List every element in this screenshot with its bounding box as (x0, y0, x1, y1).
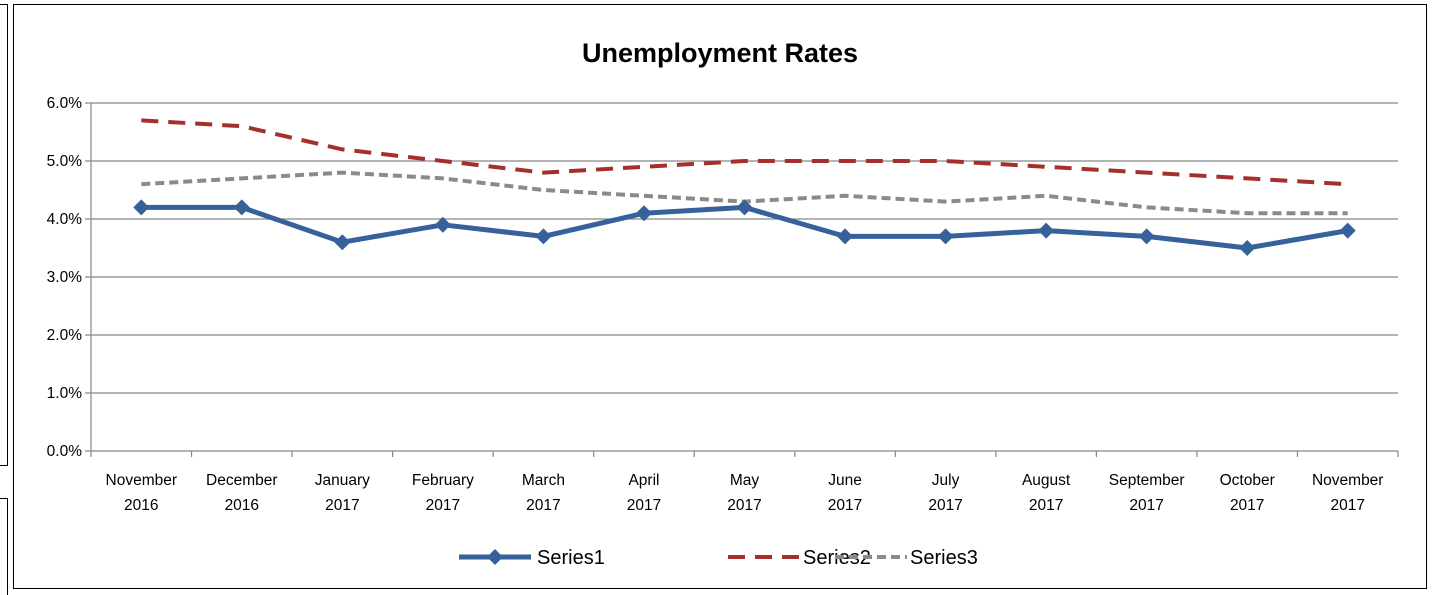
x-tick-label-year: 2017 (928, 497, 962, 514)
data-point-marker (233, 199, 250, 216)
x-tick-label-month: November (1312, 472, 1384, 489)
y-tick-label: 3.0% (47, 269, 83, 286)
chart-title: Unemployment Rates (582, 38, 858, 68)
y-tick-labels: 0.0% 1.0% 2.0% 3.0% 4.0% 5.0% 6.0% (47, 95, 83, 460)
legend-label-series1: Series1 (537, 547, 605, 569)
axes (85, 102, 1399, 457)
x-tick-label-year: 2017 (828, 497, 862, 514)
chart-frame (13, 4, 1427, 589)
x-tick-label-year: 2017 (1029, 497, 1063, 514)
legend-marker (487, 549, 503, 565)
legend-label-series3: Series3 (910, 547, 978, 569)
series-line-series2 (141, 118, 1348, 187)
x-tick-label-year: 2017 (1230, 497, 1264, 514)
data-point-marker (1239, 240, 1256, 256)
data-point-marker (434, 216, 451, 233)
x-tick-label-year: 2017 (426, 497, 460, 514)
data-point-marker (133, 199, 150, 216)
data-point-marker (1339, 222, 1356, 239)
y-tick-label: 6.0% (47, 95, 83, 112)
x-tick-label-month: February (412, 472, 474, 489)
series-lines (133, 118, 1356, 256)
x-tick-label-month: January (315, 472, 370, 489)
y-tick-label: 0.0% (47, 443, 83, 460)
y-tick-label: 1.0% (47, 385, 83, 402)
x-tick-label-year: 2017 (325, 497, 359, 514)
x-tick-label-month: November (106, 472, 178, 489)
x-tick-label-month: October (1220, 472, 1275, 489)
x-tick-label-year: 2017 (727, 497, 761, 514)
data-point-marker (535, 228, 552, 245)
x-tick-label-month: August (1022, 472, 1071, 489)
x-tick-label-year: 2017 (627, 497, 661, 514)
x-tick-label-month: May (730, 472, 760, 489)
data-point-marker (635, 205, 652, 222)
x-tick-label-month: July (932, 472, 960, 489)
y-tick-label: 4.0% (47, 211, 83, 228)
gridlines (91, 102, 1398, 394)
data-point-marker (334, 234, 351, 251)
x-tick-label-month: September (1109, 472, 1185, 489)
x-tick-label-year: 2016 (124, 497, 158, 514)
x-tick-label-month: June (828, 472, 862, 489)
data-point-marker (937, 228, 954, 245)
y-tick-label: 5.0% (47, 153, 83, 170)
x-tick-labels: November 2016 December 2016 January 2017 Febru… (106, 472, 1384, 514)
left-edge-frame-top (0, 4, 8, 466)
legend: Series1Series2Series3 (459, 547, 978, 569)
data-point-marker (837, 228, 854, 245)
x-tick-label-year: 2016 (225, 497, 259, 514)
data-point-marker (736, 199, 753, 216)
data-point-marker (1038, 222, 1055, 239)
x-tick-label-year: 2017 (1330, 497, 1364, 514)
data-point-marker (1138, 228, 1155, 245)
x-tick-label-year: 2017 (1129, 497, 1163, 514)
x-tick-label-year: 2017 (526, 497, 560, 514)
x-tick-label-month: March (522, 472, 565, 489)
x-tick-label-month: April (628, 472, 659, 489)
left-edge-frame-bottom (0, 498, 8, 595)
y-tick-label: 2.0% (47, 327, 83, 344)
x-tick-label-month: December (206, 472, 278, 489)
